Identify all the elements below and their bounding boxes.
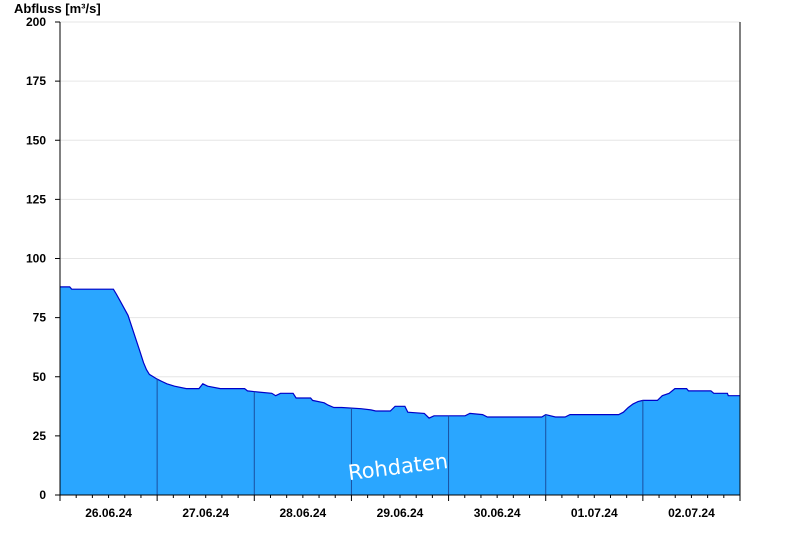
x-tick-label: 27.06.24 [182,506,229,520]
y-tick-label: 150 [26,133,46,147]
x-tick-label: 02.07.24 [668,506,715,520]
plot-area [60,286,740,495]
y-tick-label: 175 [26,74,46,88]
y-tick-label: 50 [33,370,47,384]
grid-lines [60,21,740,437]
x-tick-label: 01.07.24 [571,506,618,520]
x-tick-label: 28.06.24 [279,506,326,520]
y-axis-ticks: 0 25 50 75 100 125 150 175 200 [26,15,60,502]
x-tick-label: 30.06.24 [474,506,521,520]
y-tick-label: 0 [39,488,46,502]
x-axis-ticks: 26.06.24 27.06.24 28.06.24 29.06.24 30.06.24… [59,495,741,520]
y-tick-label: 200 [26,15,46,29]
y-axis-title: Abfluss [m³/s] [14,1,101,16]
y-tick-label: 25 [33,429,47,443]
discharge-area [60,286,740,495]
x-tick-label: 29.06.24 [377,506,424,520]
discharge-line [60,286,740,419]
y-tick-label: 75 [33,311,47,325]
y-tick-label: 125 [26,192,46,206]
y-tick-label: 100 [26,252,46,266]
x-tick-label: 26.06.24 [85,506,132,520]
